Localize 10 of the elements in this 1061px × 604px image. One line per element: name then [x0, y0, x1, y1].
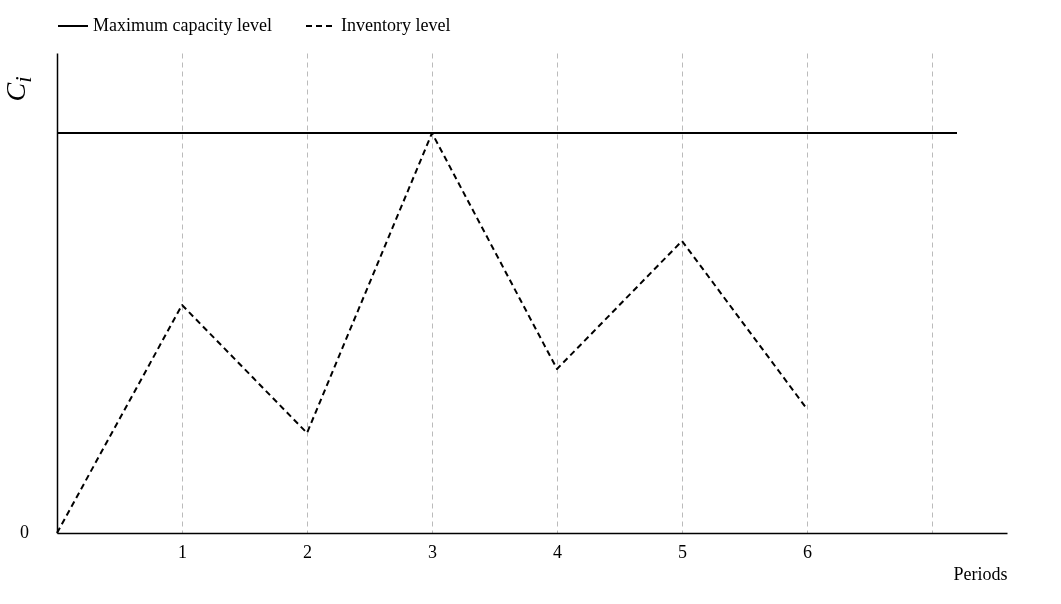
x-tick-label: 3: [428, 541, 437, 562]
x-tick-label: 1: [178, 541, 187, 562]
legend-label: Inventory level: [341, 15, 451, 35]
legend-label: Maximum capacity level: [93, 15, 272, 35]
x-tick-label: 4: [553, 541, 562, 562]
text: 0: [20, 522, 29, 542]
x-tick-label: 6: [803, 541, 812, 562]
x-axis-title: Periods: [953, 563, 1008, 584]
x-tick-label: 2: [303, 541, 312, 562]
x-tick-label: 5: [678, 541, 687, 562]
